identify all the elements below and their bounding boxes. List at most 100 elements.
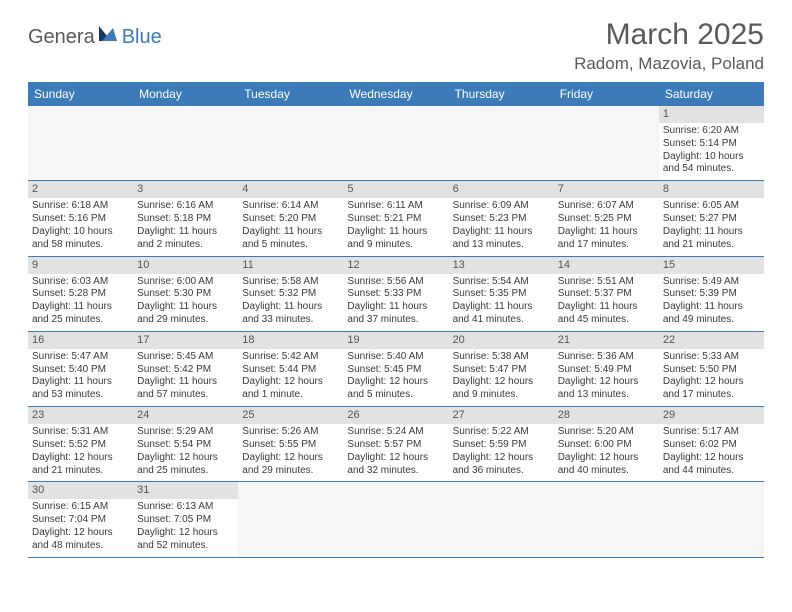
day-cell: 17Sunrise: 5:45 AMSunset: 5:42 PMDayligh… bbox=[133, 332, 238, 406]
daylight-text: Daylight: 11 hours and 53 minutes. bbox=[32, 376, 129, 402]
sunrise-text: Sunrise: 5:29 AM bbox=[137, 426, 234, 439]
weekday-header: Sunday bbox=[28, 83, 133, 106]
day-number: 26 bbox=[343, 407, 448, 424]
empty-cell bbox=[28, 106, 133, 180]
week-row: 9Sunrise: 6:03 AMSunset: 5:28 PMDaylight… bbox=[28, 257, 764, 332]
sunrise-text: Sunrise: 5:38 AM bbox=[453, 351, 550, 364]
daylight-text: Daylight: 11 hours and 29 minutes. bbox=[137, 301, 234, 327]
sunset-text: Sunset: 5:49 PM bbox=[558, 364, 655, 377]
day-cell: 26Sunrise: 5:24 AMSunset: 5:57 PMDayligh… bbox=[343, 407, 448, 481]
calendar-document: Genera Blue March 2025 Radom, Mazovia, P… bbox=[0, 0, 792, 558]
empty-cell bbox=[343, 482, 448, 556]
sunrise-text: Sunrise: 5:24 AM bbox=[347, 426, 444, 439]
weekday-header: Monday bbox=[133, 83, 238, 106]
daylight-text: Daylight: 11 hours and 21 minutes. bbox=[663, 226, 760, 252]
weekday-header: Saturday bbox=[659, 83, 764, 106]
sunrise-text: Sunrise: 6:14 AM bbox=[242, 200, 339, 213]
sunset-text: Sunset: 5:14 PM bbox=[663, 138, 760, 151]
sunset-text: Sunset: 5:27 PM bbox=[663, 213, 760, 226]
day-cell: 4Sunrise: 6:14 AMSunset: 5:20 PMDaylight… bbox=[238, 181, 343, 255]
sunrise-text: Sunrise: 5:33 AM bbox=[663, 351, 760, 364]
sunrise-text: Sunrise: 6:05 AM bbox=[663, 200, 760, 213]
sunset-text: Sunset: 5:30 PM bbox=[137, 288, 234, 301]
day-number: 6 bbox=[449, 181, 554, 198]
daylight-text: Daylight: 11 hours and 9 minutes. bbox=[347, 226, 444, 252]
day-number: 5 bbox=[343, 181, 448, 198]
daylight-text: Daylight: 12 hours and 32 minutes. bbox=[347, 452, 444, 478]
daylight-text: Daylight: 11 hours and 45 minutes. bbox=[558, 301, 655, 327]
day-number: 22 bbox=[659, 332, 764, 349]
sunset-text: Sunset: 5:23 PM bbox=[453, 213, 550, 226]
sunset-text: Sunset: 5:32 PM bbox=[242, 288, 339, 301]
sunrise-text: Sunrise: 6:20 AM bbox=[663, 125, 760, 138]
day-number: 15 bbox=[659, 257, 764, 274]
brand-logo: Genera Blue bbox=[28, 18, 162, 50]
daylight-text: Daylight: 11 hours and 57 minutes. bbox=[137, 376, 234, 402]
daylight-text: Daylight: 11 hours and 25 minutes. bbox=[32, 301, 129, 327]
sunrise-text: Sunrise: 5:17 AM bbox=[663, 426, 760, 439]
sunset-text: Sunset: 5:39 PM bbox=[663, 288, 760, 301]
daylight-text: Daylight: 10 hours and 58 minutes. bbox=[32, 226, 129, 252]
daylight-text: Daylight: 11 hours and 33 minutes. bbox=[242, 301, 339, 327]
weekday-header: Tuesday bbox=[238, 83, 343, 106]
sunrise-text: Sunrise: 5:51 AM bbox=[558, 276, 655, 289]
sunset-text: Sunset: 5:50 PM bbox=[663, 364, 760, 377]
sunset-text: Sunset: 5:20 PM bbox=[242, 213, 339, 226]
day-cell: 7Sunrise: 6:07 AMSunset: 5:25 PMDaylight… bbox=[554, 181, 659, 255]
week-row: 16Sunrise: 5:47 AMSunset: 5:40 PMDayligh… bbox=[28, 332, 764, 407]
week-row: 23Sunrise: 5:31 AMSunset: 5:52 PMDayligh… bbox=[28, 407, 764, 482]
day-cell: 18Sunrise: 5:42 AMSunset: 5:44 PMDayligh… bbox=[238, 332, 343, 406]
day-cell: 27Sunrise: 5:22 AMSunset: 5:59 PMDayligh… bbox=[449, 407, 554, 481]
empty-cell bbox=[449, 106, 554, 180]
day-number: 20 bbox=[449, 332, 554, 349]
sunset-text: Sunset: 5:45 PM bbox=[347, 364, 444, 377]
day-cell: 13Sunrise: 5:54 AMSunset: 5:35 PMDayligh… bbox=[449, 257, 554, 331]
daylight-text: Daylight: 11 hours and 2 minutes. bbox=[137, 226, 234, 252]
day-number: 27 bbox=[449, 407, 554, 424]
daylight-text: Daylight: 12 hours and 44 minutes. bbox=[663, 452, 760, 478]
day-number: 17 bbox=[133, 332, 238, 349]
week-row: 30Sunrise: 6:15 AMSunset: 7:04 PMDayligh… bbox=[28, 482, 764, 557]
sunrise-text: Sunrise: 6:03 AM bbox=[32, 276, 129, 289]
weekday-header: Wednesday bbox=[343, 83, 448, 106]
sunset-text: Sunset: 5:52 PM bbox=[32, 439, 129, 452]
sunrise-text: Sunrise: 6:18 AM bbox=[32, 200, 129, 213]
day-cell: 11Sunrise: 5:58 AMSunset: 5:32 PMDayligh… bbox=[238, 257, 343, 331]
logo-text-2: Blue bbox=[122, 26, 162, 49]
daylight-text: Daylight: 12 hours and 13 minutes. bbox=[558, 376, 655, 402]
day-number: 29 bbox=[659, 407, 764, 424]
daylight-text: Daylight: 12 hours and 29 minutes. bbox=[242, 452, 339, 478]
sunset-text: Sunset: 5:25 PM bbox=[558, 213, 655, 226]
daylight-text: Daylight: 11 hours and 13 minutes. bbox=[453, 226, 550, 252]
sunrise-text: Sunrise: 5:36 AM bbox=[558, 351, 655, 364]
day-cell: 2Sunrise: 6:18 AMSunset: 5:16 PMDaylight… bbox=[28, 181, 133, 255]
day-cell: 21 Sunrise: 5:36 AMSunset: 5:49 PMDayligh… bbox=[554, 332, 659, 406]
sunset-text: Sunset: 5:54 PM bbox=[137, 439, 234, 452]
day-cell: 30Sunrise: 6:15 AMSunset: 7:04 PMDayligh… bbox=[28, 482, 133, 556]
day-cell: 5Sunrise: 6:11 AMSunset: 5:21 PMDaylight… bbox=[343, 181, 448, 255]
sunrise-text: Sunrise: 5:47 AM bbox=[32, 351, 129, 364]
sunset-text: Sunset: 5:42 PM bbox=[137, 364, 234, 377]
logo-text-1: Genera bbox=[28, 26, 95, 49]
sunrise-text: Sunrise: 5:56 AM bbox=[347, 276, 444, 289]
sunset-text: Sunset: 5:35 PM bbox=[453, 288, 550, 301]
day-number: 24 bbox=[133, 407, 238, 424]
day-cell: 24Sunrise: 5:29 AMSunset: 5:54 PMDayligh… bbox=[133, 407, 238, 481]
day-number: 21 bbox=[554, 332, 659, 349]
sunrise-text: Sunrise: 6:13 AM bbox=[137, 501, 234, 514]
sunset-text: Sunset: 5:47 PM bbox=[453, 364, 550, 377]
empty-cell bbox=[554, 106, 659, 180]
day-number: 18 bbox=[238, 332, 343, 349]
sunset-text: Sunset: 5:21 PM bbox=[347, 213, 444, 226]
day-cell: 31Sunrise: 6:13 AMSunset: 7:05 PMDayligh… bbox=[133, 482, 238, 556]
day-cell: 20Sunrise: 5:38 AMSunset: 5:47 PMDayligh… bbox=[449, 332, 554, 406]
day-cell: 10Sunrise: 6:00 AMSunset: 5:30 PMDayligh… bbox=[133, 257, 238, 331]
daylight-text: Daylight: 11 hours and 17 minutes. bbox=[558, 226, 655, 252]
day-number: 14 bbox=[554, 257, 659, 274]
day-cell: 16Sunrise: 5:47 AMSunset: 5:40 PMDayligh… bbox=[28, 332, 133, 406]
daylight-text: Daylight: 10 hours and 54 minutes. bbox=[663, 151, 760, 177]
day-cell: 19Sunrise: 5:40 AMSunset: 5:45 PMDayligh… bbox=[343, 332, 448, 406]
day-number: 7 bbox=[554, 181, 659, 198]
day-number: 23 bbox=[28, 407, 133, 424]
sunset-text: Sunset: 5:28 PM bbox=[32, 288, 129, 301]
